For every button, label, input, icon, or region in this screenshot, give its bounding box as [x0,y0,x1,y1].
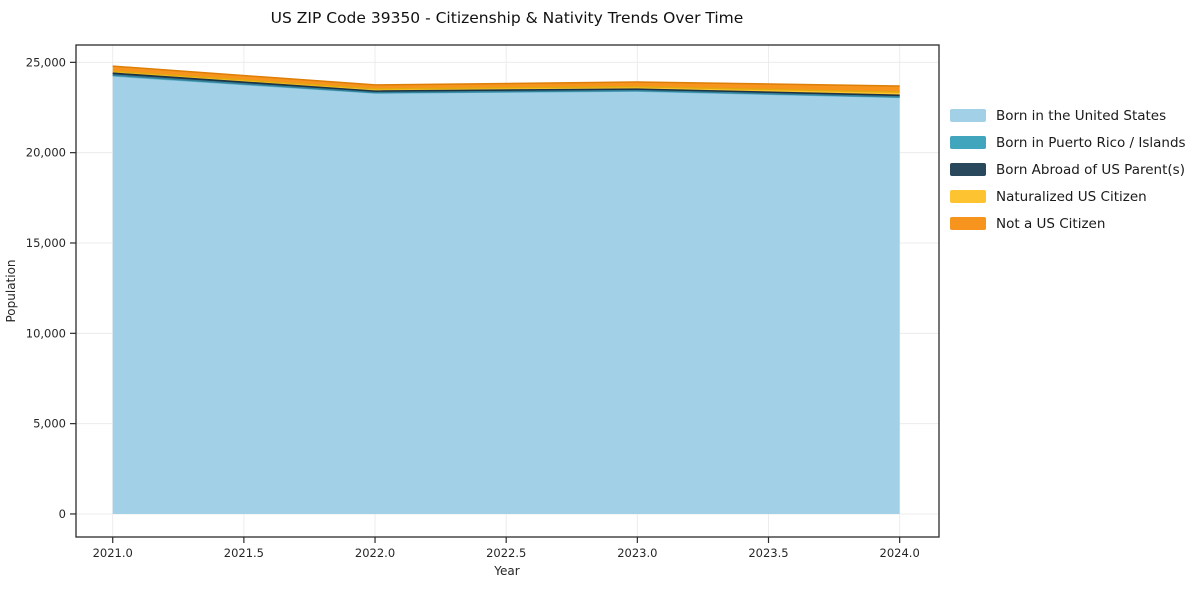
y-axis-label: Population [4,259,18,322]
x-tick-label: 2021.5 [224,546,264,560]
y-tick-label: 5,000 [33,417,66,431]
x-tick-label: 2022.5 [486,546,526,560]
legend-label: Born in Puerto Rico / Islands [996,134,1186,151]
legend-label: Not a US Citizen [996,215,1106,232]
legend-swatch [950,163,986,176]
legend-label: Born Abroad of US Parent(s) [996,161,1185,178]
legend-item: Naturalized US Citizen [950,183,1186,210]
x-tick-label: 2024.0 [880,546,920,560]
legend-item: Born in the United States [950,102,1186,129]
edge-line [112,72,900,96]
y-tick-label: 10,000 [26,326,66,340]
x-tick-label: 2021.0 [93,546,133,560]
axis-ticks [70,61,901,543]
area-born-in-the-united-states [112,75,900,514]
x-axis-label: Year [493,564,519,578]
plot-border [75,44,940,538]
y-tick-label: 25,000 [26,55,66,69]
area-naturalized-us-citizen [112,71,900,96]
chart-title: US ZIP Code 39350 - Citizenship & Nativi… [271,9,744,27]
y-tick-label: 20,000 [26,146,66,160]
x-tick-label: 2023.5 [748,546,788,560]
legend-swatch [950,217,986,230]
legend-swatch [950,109,986,122]
edge-line [112,70,900,93]
legend-item: Born Abroad of US Parent(s) [950,156,1186,183]
legend: Born in the United States Born in Puerto … [950,102,1186,237]
x-tick-label: 2022.0 [355,546,395,560]
axis-tick-labels: 0 5,000 10,000 15,000 20,000 25,000 2021.0 2021… [26,55,920,560]
edge-line [112,65,900,87]
legend-swatch [950,136,986,149]
x-tick-label: 2023.0 [617,546,657,560]
edge-line [112,74,900,98]
legend-label: Born in the United States [996,107,1167,124]
area-not-a-us-citizen [112,66,900,93]
y-tick-label: 0 [59,507,66,521]
legend-item: Born in Puerto Rico / Islands [950,129,1186,156]
legend-item: Not a US Citizen [950,210,1186,237]
legend-swatch [950,190,986,203]
legend-label: Naturalized US Citizen [996,188,1147,205]
y-tick-label: 15,000 [26,236,66,250]
area-series-layer [112,65,900,514]
